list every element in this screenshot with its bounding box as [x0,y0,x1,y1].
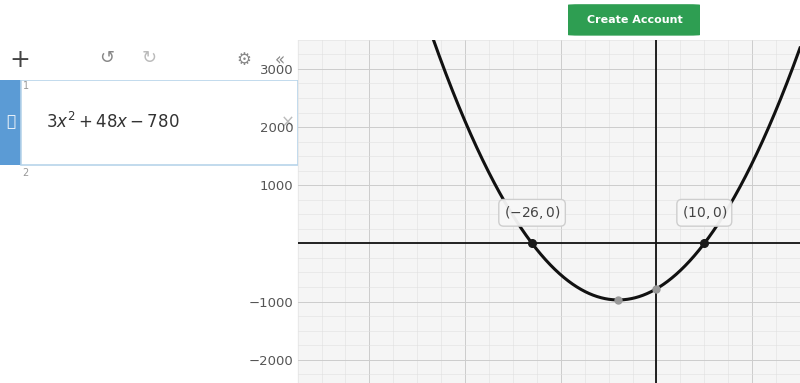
Text: $(10,0)$: $(10,0)$ [682,204,727,221]
Text: 1: 1 [22,81,29,91]
Text: Untitled Graph: Untitled Graph [50,12,158,28]
Text: ⚙: ⚙ [237,51,251,69]
Text: ↻: ↻ [142,49,156,67]
Bar [22,80,298,165]
Text: desmos: desmos [350,7,450,33]
Text: «: « [274,51,285,69]
Text: ↺: ↺ [99,49,114,67]
Text: Sign In: Sign In [720,13,763,26]
Text: $(-26,0)$: $(-26,0)$ [504,204,561,221]
Text: $3x^2+48x-780$: $3x^2+48x-780$ [46,112,180,132]
Text: or: or [693,13,706,26]
Text: ×: × [280,113,294,131]
Text: Create Account: Create Account [586,15,682,25]
Bar [0,80,22,165]
FancyBboxPatch shape [568,4,700,36]
Text: +: + [10,48,30,72]
Text: 2: 2 [22,168,29,178]
Text: 𝒩: 𝒩 [6,115,15,129]
Text: ≡: ≡ [4,10,22,30]
Text: ↗: ↗ [778,13,790,27]
